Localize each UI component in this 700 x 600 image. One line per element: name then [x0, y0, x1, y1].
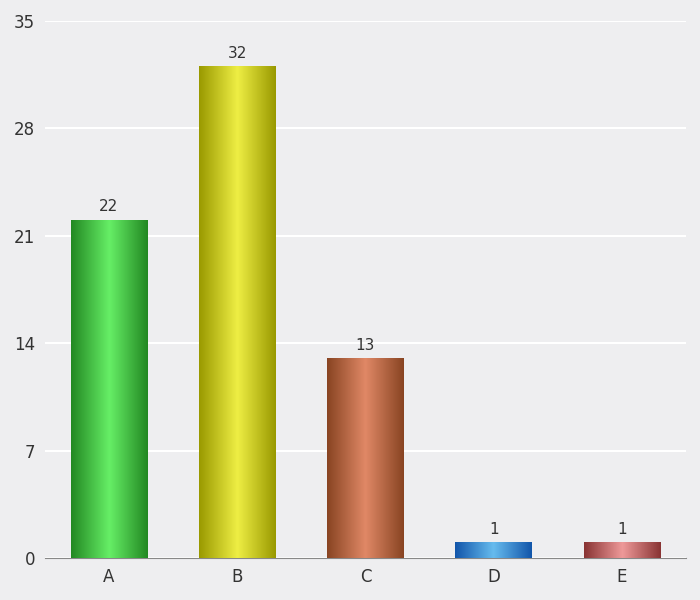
Text: 22: 22	[99, 199, 118, 214]
Text: 13: 13	[356, 338, 375, 353]
Text: 1: 1	[489, 522, 498, 537]
Text: 32: 32	[228, 46, 247, 61]
Text: 1: 1	[617, 522, 626, 537]
